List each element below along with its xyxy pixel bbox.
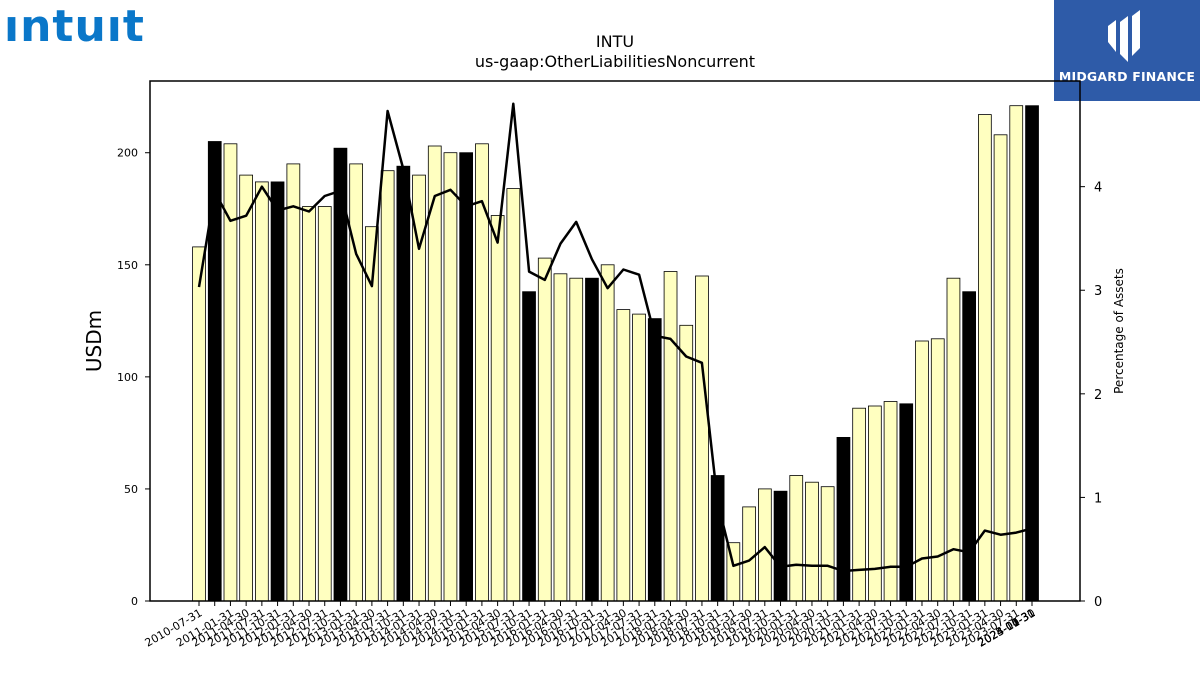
bar [254,181,269,602]
y-tick-label: 0 [131,595,138,608]
bar [773,490,788,602]
bar [742,506,757,602]
y-axis-label: USDm [82,310,106,372]
y2-tick-label: 1 [1094,491,1102,506]
bar [758,488,772,602]
bar [333,147,348,602]
y-tick-label: 150 [117,259,138,272]
bar [616,309,631,602]
bar [192,246,206,602]
bar [993,134,1008,602]
bar [396,165,411,602]
bar [443,152,458,602]
y2-tick-label: 3 [1094,284,1102,299]
bar [522,291,536,602]
bar [349,163,364,602]
bar [632,313,646,602]
bar [302,206,316,602]
bar [537,257,552,602]
bar [585,277,599,602]
intuit-logo-text: ıntuıt [4,1,145,52]
bar [459,152,474,602]
bar [380,170,395,602]
chart-subtitle: us-gaap:OtherLiabilitiesNoncurrent [474,52,756,71]
bar [836,436,851,602]
bar [412,174,426,602]
midgard-finance-logo: MIDGARD FINANCE [1054,0,1200,101]
bar [317,206,332,602]
bar [600,264,615,602]
bar [663,271,678,602]
midgard-mark-icon [1108,10,1140,62]
y2-tick-label: 0 [1094,595,1102,610]
bar [899,403,914,602]
bar [852,407,867,602]
bar [239,174,253,602]
bar [789,475,804,602]
bar [569,277,584,602]
bar [1025,105,1039,602]
chart-title-block: INTU us-gaap:OtherLiabilitiesNoncurrent [380,32,850,72]
midgard-brand-name: MIDGARD FINANCE [1058,69,1196,84]
bar [1009,105,1024,602]
bar [820,486,835,602]
y2-tick-label: 2 [1094,388,1102,403]
bar [647,318,662,602]
bar [805,481,819,602]
series-line-pct-assets [197,102,1033,573]
y-tick-label: 100 [117,371,138,384]
bar [490,215,505,602]
bar [930,338,945,602]
bar [506,188,521,602]
bar [207,141,222,602]
chart-title: INTU [595,32,635,51]
bar [978,114,992,602]
y2-axis-label: Percentage of Assets [1112,268,1126,394]
bar [553,273,568,602]
y2-tick-label: 4 [1094,181,1102,196]
intuit-logo: ıntuıt [4,2,154,52]
y-tick-label: 50 [124,483,138,496]
y-tick-label: 200 [117,147,138,160]
bar [868,405,882,602]
bar [962,291,977,602]
plot-frame [149,80,1081,602]
bar [679,324,694,602]
bar [695,275,709,602]
bar [883,401,898,602]
bar [270,181,285,602]
bar [286,163,301,602]
